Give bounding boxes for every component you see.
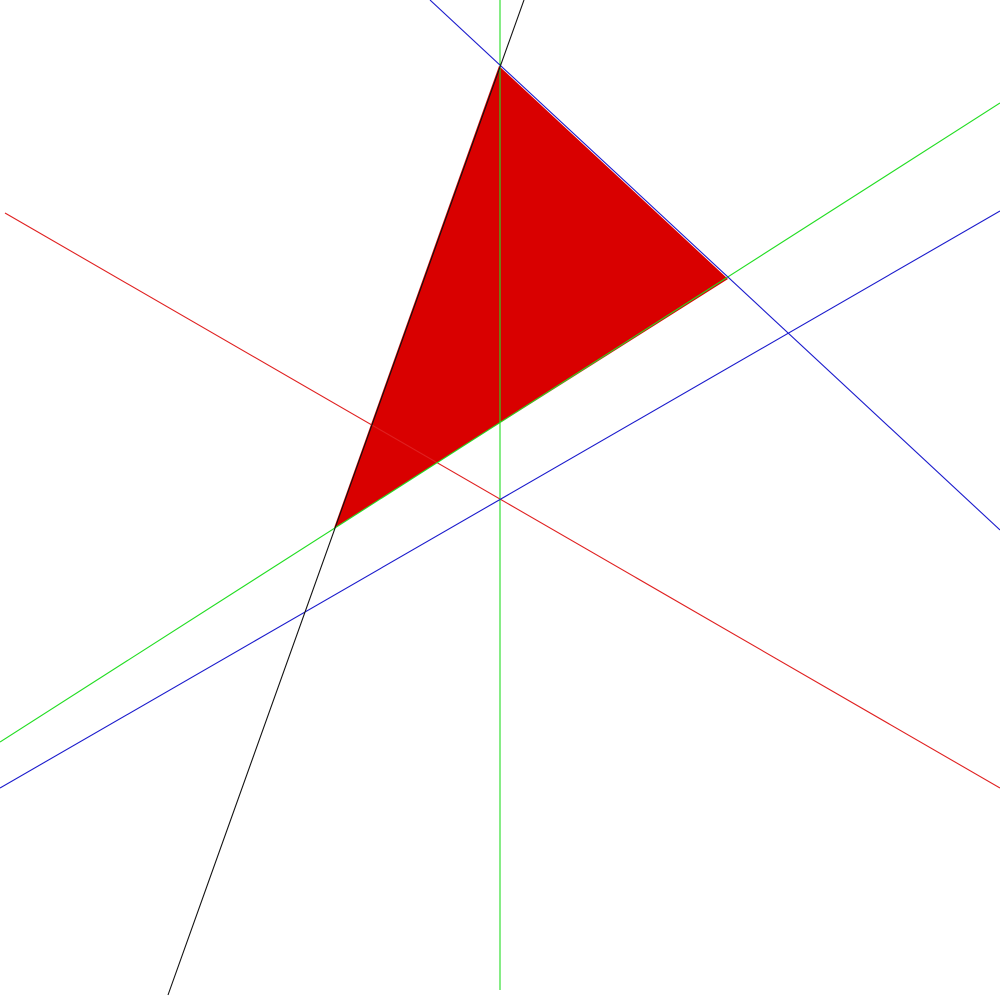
black-line [167, 0, 525, 996]
blue-steep-line [429, 0, 1000, 531]
filled-triangle [334, 66, 728, 528]
red-line [4, 212, 1000, 789]
green-diagonal-line [0, 102, 1000, 743]
blue-shallow-line [0, 210, 1000, 789]
